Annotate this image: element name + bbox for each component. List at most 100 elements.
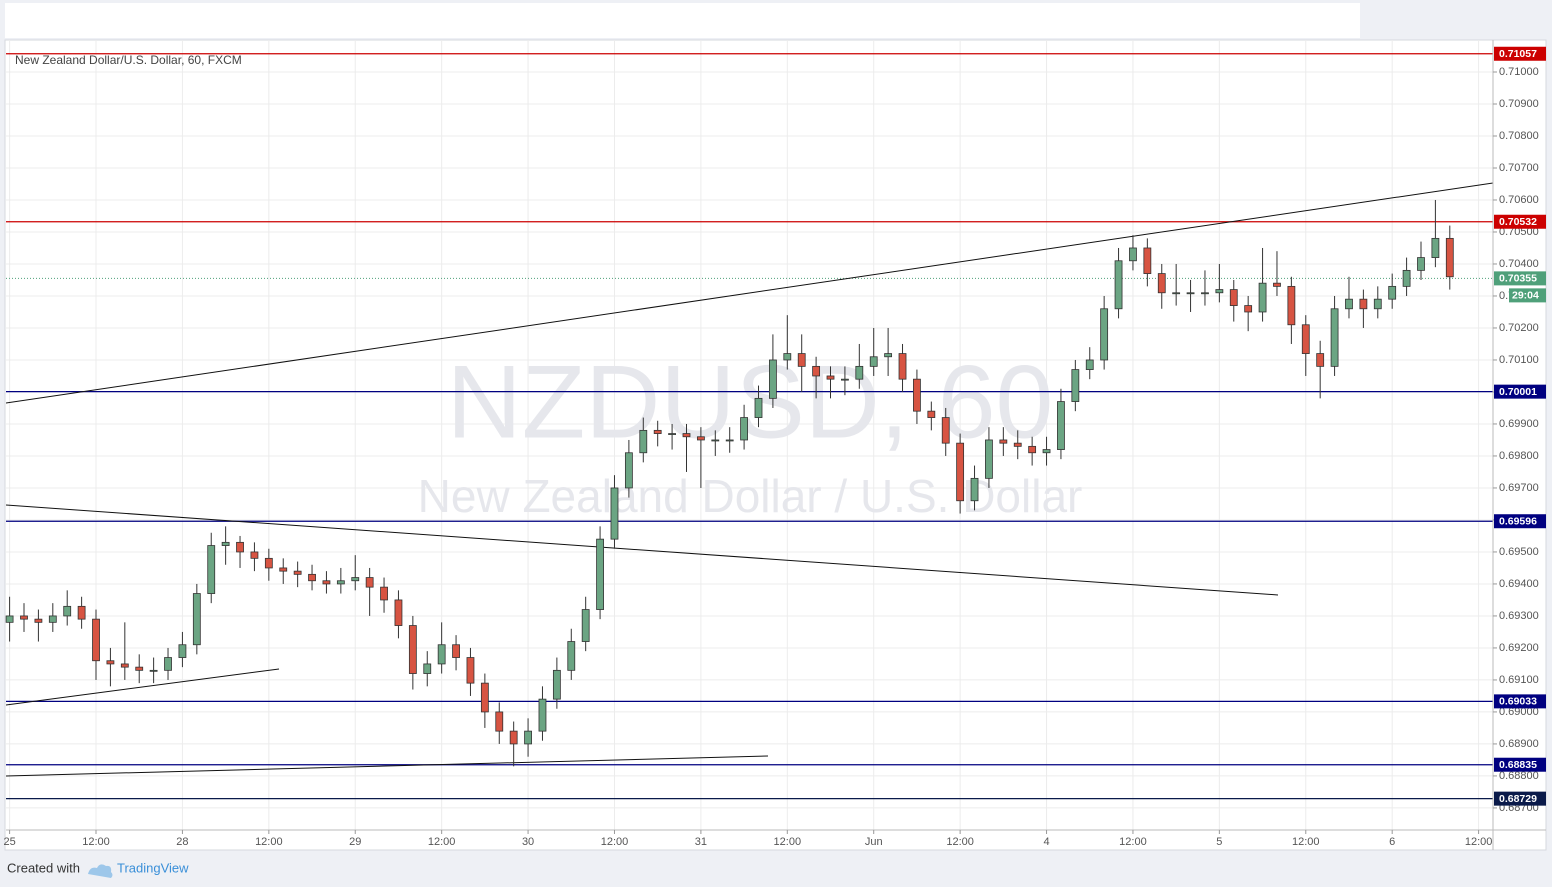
trend-line <box>6 504 1279 596</box>
candle-body <box>1388 285 1397 300</box>
candle-body <box>437 644 446 665</box>
y-tick-label: 0.68800 <box>1499 770 1539 782</box>
candle-body <box>5 615 14 623</box>
candle-body <box>207 545 216 594</box>
y-tick-label: 0.69900 <box>1499 418 1539 430</box>
countdown-tag <box>1509 288 1546 303</box>
candle-body <box>1186 292 1195 295</box>
candle-body <box>1301 324 1310 354</box>
candle-body <box>192 593 201 646</box>
y-tick-label: 0.70900 <box>1499 98 1539 110</box>
candle-body <box>581 609 590 642</box>
candle-body <box>524 730 532 745</box>
candle-body <box>1129 247 1137 262</box>
trend-lines <box>6 182 1493 777</box>
chart-panel <box>4 39 1547 851</box>
current-price-label: 0.70355 <box>1499 273 1537 285</box>
footer-brand[interactable]: TradingView <box>117 860 189 875</box>
candle-body <box>452 644 460 658</box>
candle-body <box>1244 305 1253 313</box>
candle-body <box>509 730 518 745</box>
x-tick-label: 12:00 <box>82 836 110 848</box>
candle-body <box>783 353 792 361</box>
tradingview-logo <box>88 864 113 878</box>
level-tag-label: 0.69033 <box>1499 696 1537 708</box>
candle-body <box>1445 237 1454 278</box>
candle-body <box>610 487 619 540</box>
candle-body <box>1345 298 1353 310</box>
candle-body <box>696 436 705 441</box>
candle-body <box>408 625 417 674</box>
candle-body <box>1359 298 1368 310</box>
candle-body <box>1143 247 1152 274</box>
candle-body <box>34 618 43 623</box>
candle-body <box>495 711 504 732</box>
level-tag-label: 0.68729 <box>1499 793 1537 805</box>
candle-body <box>884 353 893 358</box>
candle-body <box>1215 289 1224 294</box>
levels <box>6 53 1493 800</box>
trend-line <box>6 668 280 706</box>
x-tick-label: 30 <box>522 836 534 848</box>
candle-body <box>1258 282 1267 313</box>
x-tick-label: 25 <box>3 836 15 848</box>
candle-body <box>322 580 331 585</box>
x-tick-label: 31 <box>695 836 707 848</box>
candle-body <box>898 353 907 380</box>
candle-body <box>20 615 28 620</box>
x-tick-label: Jun <box>865 836 883 848</box>
candle-body <box>1028 445 1037 454</box>
chart-title: New Zealand Dollar/U.S. Dollar, 60, FXCM <box>15 53 242 67</box>
candle-body <box>1273 282 1281 287</box>
candle-body <box>855 365 864 380</box>
candle-body <box>1417 257 1425 271</box>
level-tag <box>1494 514 1546 529</box>
candle-body <box>63 605 72 617</box>
y-tick-label: 0.70200 <box>1499 322 1539 334</box>
x-tick-label: 12:00 <box>255 836 283 848</box>
level-tag-label: 0.69596 <box>1499 516 1537 528</box>
candle-body <box>956 442 965 502</box>
candle-body <box>1114 260 1123 310</box>
x-tick-label: 12:00 <box>1292 836 1320 848</box>
candle-body <box>841 378 849 381</box>
y-tick-label: 0.69300 <box>1499 610 1539 622</box>
candle-body <box>1071 369 1080 402</box>
candle-body <box>48 615 57 623</box>
candle-body <box>1085 359 1094 370</box>
candle-body <box>1172 292 1181 295</box>
candle-body <box>1373 298 1382 310</box>
candle-body <box>668 433 676 435</box>
level-tag-label: 0.68835 <box>1499 759 1537 771</box>
candle-body <box>279 567 288 572</box>
candle-body <box>1157 273 1166 294</box>
candle-body <box>1057 401 1065 450</box>
candle-body <box>1100 308 1109 361</box>
candle-body <box>970 477 979 502</box>
candle-body <box>769 359 777 399</box>
y-tick-label: 0.68900 <box>1499 738 1539 750</box>
candle-body <box>77 605 86 620</box>
candle-body <box>1402 269 1411 287</box>
current-price-tag <box>1494 271 1546 286</box>
x-tick-label: 4 <box>1043 836 1049 848</box>
candle-body <box>812 365 821 377</box>
candle-body <box>178 644 187 658</box>
candle-body <box>639 429 648 454</box>
trend-line <box>6 755 769 777</box>
candle-body <box>236 541 244 553</box>
candle-body <box>624 452 633 489</box>
candle-body <box>941 417 950 444</box>
candle-body <box>740 417 748 441</box>
y-tick-label: 0.69200 <box>1499 642 1539 654</box>
level-tag <box>1494 214 1546 229</box>
y-tick-label: 0.70400 <box>1499 258 1539 270</box>
candle-body <box>164 657 172 671</box>
candle-body <box>380 586 388 601</box>
candle-body <box>985 439 993 479</box>
y-tick-label: 0.69100 <box>1499 674 1539 686</box>
level-tag <box>1494 694 1546 709</box>
candle-body <box>394 599 403 626</box>
